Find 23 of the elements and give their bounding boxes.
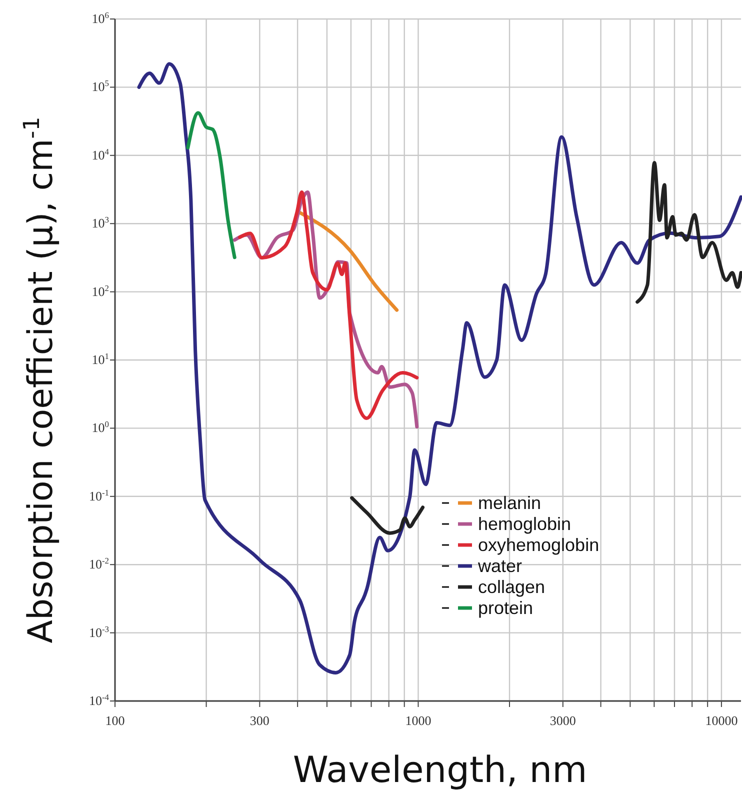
x-axis-title: Wavelength, nm bbox=[292, 750, 588, 791]
y-tick-label: 10$^{4}$ bbox=[92, 146, 110, 162]
y-tick-label: 10$^{6}$ bbox=[92, 10, 109, 26]
x-tick-label: 1000 bbox=[405, 713, 432, 728]
y-tick-label: 10$^{-2}$ bbox=[88, 556, 109, 572]
y-tick-label: 10$^{-4}$ bbox=[88, 692, 110, 708]
y-tick-label: 10$^{3}$ bbox=[92, 214, 109, 231]
x-tick-label: 3000 bbox=[550, 713, 576, 728]
y-tick-label: 10$^{0}$ bbox=[92, 419, 109, 436]
x-tick-label: 10000 bbox=[705, 713, 738, 728]
x-tick-label: 300 bbox=[250, 713, 270, 728]
legend-label: protein bbox=[478, 598, 534, 618]
y-tick-label: 10$^{1}$ bbox=[92, 351, 109, 367]
legend-label: water bbox=[477, 556, 522, 576]
y-tick-label: 10$^{5}$ bbox=[92, 78, 109, 94]
legend-label: oxyhemoglobin bbox=[478, 535, 600, 555]
y-tick-label: 10$^{-1}$ bbox=[88, 487, 109, 504]
legend-label: hemoglobin bbox=[478, 514, 572, 534]
legend-label: melanin bbox=[478, 493, 542, 513]
y-tick-label: 10$^{-3}$ bbox=[88, 624, 109, 640]
legend-label: collagen bbox=[478, 577, 546, 597]
x-tick-label: 100 bbox=[105, 713, 125, 728]
y-tick-label: 10$^{2}$ bbox=[92, 282, 109, 299]
